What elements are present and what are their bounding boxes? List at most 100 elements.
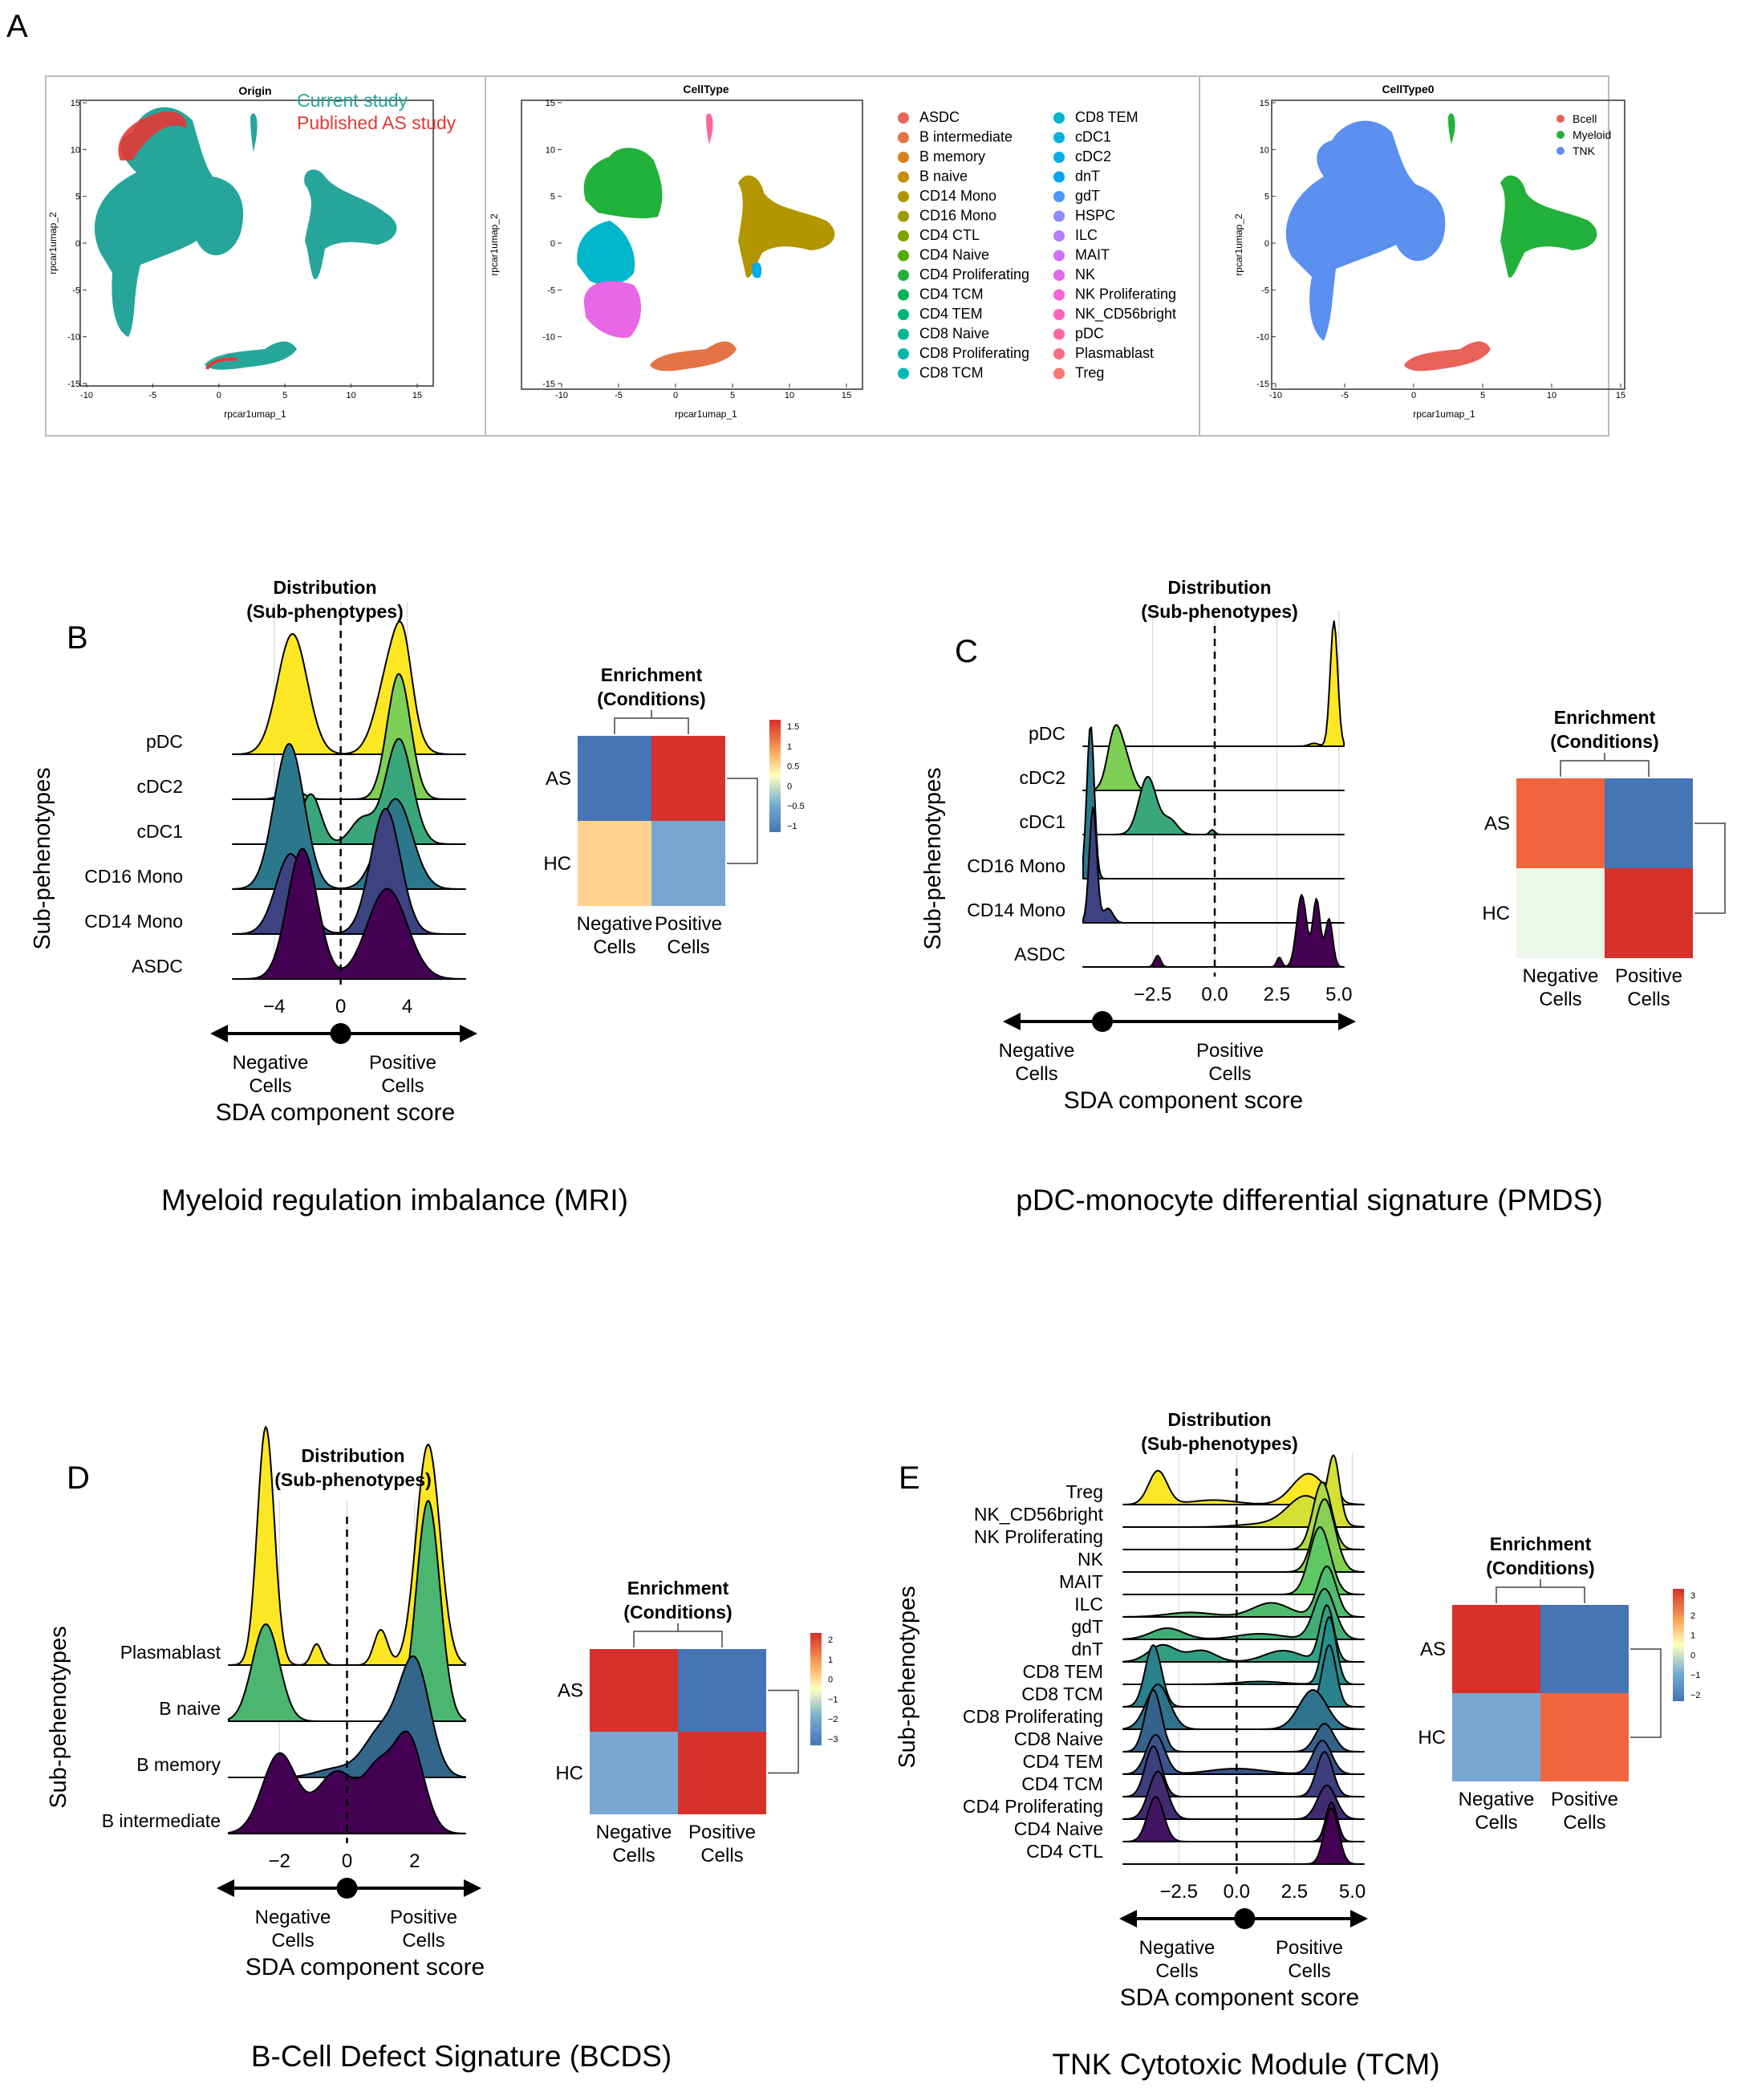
- column-dendrogram: [614, 710, 689, 734]
- ridge-cd4-tcm: [1122, 1745, 1365, 1797]
- ridge-label-nk-cd56bright: NK_CD56bright: [974, 1504, 1104, 1525]
- positive-cells-label: Positive: [1276, 1937, 1343, 1959]
- umap-xtick-label: 10: [1547, 391, 1556, 400]
- negative-cells-label: Negative: [1139, 1937, 1215, 1959]
- distribution-subtitle: (Sub-phenotypes): [274, 1469, 432, 1490]
- umap-origin-bcell-edge: [205, 357, 237, 371]
- ridge-cd16-mono: [1082, 726, 1345, 879]
- umap-celltype0-ylabel: rpcar1umap_2: [1233, 213, 1244, 276]
- legend-dot-cd4-tcm: [898, 289, 909, 301]
- umap-celltype-mono-cluster: [738, 175, 835, 278]
- ridge-ilc: [1122, 1565, 1365, 1618]
- ridge-cd16-mono: [232, 742, 466, 890]
- umap-ytick-label: 15: [546, 99, 555, 108]
- legend-dot-cd8-tcm: [898, 368, 909, 380]
- ridge-label-cdc1: cDC1: [1019, 811, 1065, 832]
- panel-caption: TNK Cytotoxic Module (TCM): [1052, 2048, 1439, 2081]
- umap-xtick-label: -5: [1341, 391, 1349, 400]
- ridge-label-cd16-mono: CD16 Mono: [967, 855, 1065, 876]
- xtick-label-2-5: −2.5: [1160, 1881, 1198, 1903]
- legend-dot-ilc: [1053, 230, 1065, 242]
- legend-label-cd8-tcm: CD8 TCM: [919, 365, 984, 381]
- ridge-cd4-ctl: [1122, 1807, 1365, 1865]
- legend-dot-mait: [1053, 250, 1065, 262]
- legend-dot-tnk: [1556, 147, 1565, 155]
- negative-cells-label-2: Cells: [271, 1930, 314, 1952]
- umap-ytick-label: 0: [550, 239, 555, 249]
- ridge-label-pdc: pDC: [1029, 723, 1065, 744]
- umap-origin-legend-current: Current study: [297, 90, 408, 111]
- legend-tick-3: −3: [828, 1735, 838, 1745]
- legend-tick-1: −1: [787, 822, 797, 831]
- legend-tick-3: 3: [1690, 1591, 1695, 1601]
- enrichment-title: Enrichment: [627, 1578, 729, 1598]
- legend-label-gdt: gdT: [1075, 188, 1100, 204]
- enrichment-subtitle: (Conditions): [597, 688, 705, 709]
- ridge-label-pdc: pDC: [146, 731, 183, 752]
- ridge-cdc1: [1082, 775, 1345, 835]
- legend-tick-0: 0: [828, 1676, 833, 1685]
- umap-ytick-label: 15: [71, 99, 80, 108]
- xtick-label-0: 0: [342, 1850, 352, 1872]
- ridge-label-asdc: ASDC: [132, 956, 183, 977]
- panel-caption: Myeloid regulation imbalance (MRI): [161, 1184, 628, 1217]
- legend-label-nk: NK: [1075, 266, 1095, 282]
- heatmap-col-positive: Positive: [1551, 1789, 1618, 1810]
- distribution-title: Distribution: [273, 577, 376, 598]
- legend-label-ilc: ILC: [1075, 227, 1098, 243]
- legend-dot-cd4-ctl: [898, 230, 909, 242]
- heatmap-row-as: AS: [546, 768, 571, 790]
- y-axis-label: Sub-pehenotypes: [920, 767, 946, 949]
- legend-tick-1: 1: [787, 742, 792, 752]
- umap-xtick-label: 15: [842, 391, 851, 400]
- legend-tick-0: 0: [1690, 1651, 1695, 1660]
- heatmap-col-negative-2: Cells: [593, 936, 635, 958]
- ridge-label-cdc2: cDC2: [1019, 767, 1065, 788]
- legend-dot-bcell: [1556, 115, 1565, 123]
- xtick-label-2: −2: [269, 1850, 290, 1872]
- legend-label-b-memory: B memory: [919, 148, 985, 165]
- legend-tick-0-5: −0.5: [787, 802, 805, 811]
- score-arrow-left-head: [1003, 1013, 1021, 1030]
- heatmap-col-negative-2: Cells: [612, 1845, 655, 1866]
- legend-tick-2: 2: [1690, 1611, 1695, 1621]
- legend-label-cd8-tem: CD8 TEM: [1075, 109, 1138, 125]
- ridge-label-cd4-tem: CD4 TEM: [1022, 1751, 1103, 1772]
- ridge-label-cd8-tcm: CD8 TCM: [1021, 1684, 1103, 1704]
- umap-ytick-label: 10: [1260, 145, 1269, 155]
- xtick-label-0-0: 0.0: [1201, 984, 1228, 1005]
- heatmap-cell-hc-positive-cells: [1605, 868, 1693, 958]
- heatmap-row-hc: HC: [1418, 1727, 1446, 1749]
- legend-label-cd8-naive: CD8 Naive: [919, 326, 989, 342]
- panel-letter-c: C: [955, 634, 978, 669]
- legend-dot-plasmablast: [1053, 348, 1065, 359]
- heatmap-cell-as-negative-cells: [590, 1649, 678, 1732]
- xtick-label-4: −4: [263, 996, 285, 1018]
- panel-letter-b: B: [67, 620, 88, 656]
- distribution-subtitle: (Sub-phenotypes): [1141, 1433, 1298, 1454]
- xtick-label-5-0: 5.0: [1325, 984, 1352, 1005]
- legend-label-tnk: TNK: [1573, 144, 1596, 157]
- umap-celltype-cd8-cluster: [577, 221, 635, 286]
- score-arrow-right-head: [1350, 1910, 1368, 1927]
- panel-letter-a: A: [6, 9, 28, 44]
- umap-celltype0-pdc-cluster: [1448, 113, 1455, 144]
- heatmap-row-hc: HC: [543, 853, 571, 875]
- umap-ytick-label: 5: [75, 193, 80, 202]
- legend-label-cdc1: cDC1: [1075, 129, 1111, 145]
- umap-celltype-cd4-cluster: [583, 148, 663, 219]
- umap-celltype0-tnk-cluster: [1285, 120, 1446, 341]
- legend-dot-b-intermediate: [898, 132, 909, 144]
- umap-celltype0-xlabel: rpcar1umap_1: [1413, 408, 1475, 420]
- heatmap-col-negative: Negative: [596, 1822, 672, 1843]
- ridge-label-cdc1: cDC1: [136, 821, 183, 842]
- heatmap-cell-hc-negative-cells: [1516, 868, 1605, 958]
- legend-tick-1: −1: [1690, 1671, 1701, 1680]
- umap-origin-clusters: [94, 107, 397, 371]
